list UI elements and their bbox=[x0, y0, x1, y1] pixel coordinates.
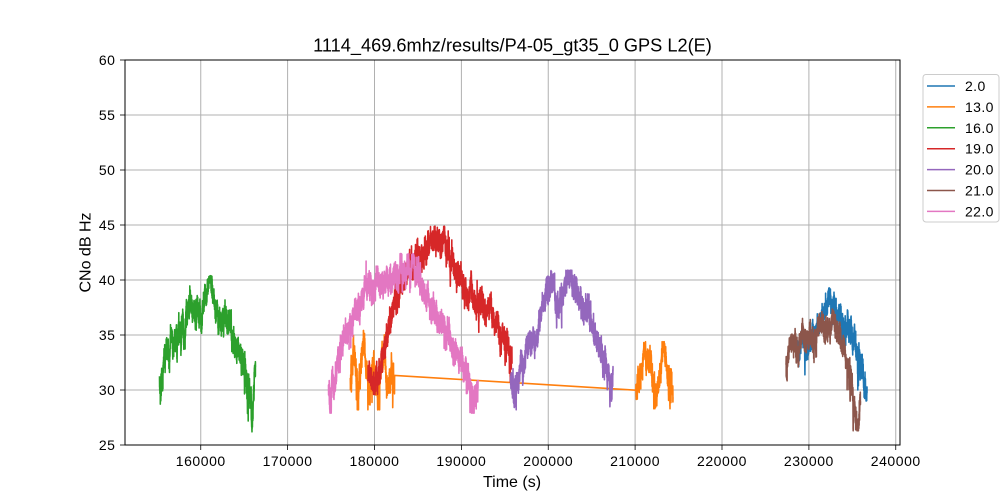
svg-text:200000: 200000 bbox=[523, 453, 573, 469]
svg-text:35: 35 bbox=[99, 327, 116, 343]
svg-text:Time (s): Time (s) bbox=[483, 474, 541, 491]
svg-text:21.0: 21.0 bbox=[965, 183, 994, 199]
svg-text:55: 55 bbox=[99, 107, 116, 123]
svg-text:50: 50 bbox=[99, 162, 116, 178]
svg-text:170000: 170000 bbox=[263, 453, 313, 469]
svg-text:22.0: 22.0 bbox=[965, 203, 994, 219]
svg-text:180000: 180000 bbox=[349, 453, 399, 469]
svg-text:CNo dB Hz: CNo dB Hz bbox=[78, 212, 95, 292]
svg-text:19.0: 19.0 bbox=[965, 141, 994, 157]
svg-text:240000: 240000 bbox=[871, 453, 921, 469]
svg-text:1114_469.6mhz/results/P4-05_gt: 1114_469.6mhz/results/P4-05_gt35_0 GPS L… bbox=[313, 36, 712, 57]
svg-text:16.0: 16.0 bbox=[965, 120, 994, 136]
svg-text:25: 25 bbox=[99, 437, 116, 453]
svg-text:2.0: 2.0 bbox=[965, 78, 986, 94]
svg-text:60: 60 bbox=[99, 52, 116, 68]
svg-text:40: 40 bbox=[99, 272, 116, 288]
svg-text:220000: 220000 bbox=[697, 453, 747, 469]
svg-text:45: 45 bbox=[99, 217, 116, 233]
svg-text:210000: 210000 bbox=[610, 453, 660, 469]
svg-text:30: 30 bbox=[99, 382, 116, 398]
svg-text:190000: 190000 bbox=[436, 453, 486, 469]
svg-text:20.0: 20.0 bbox=[965, 162, 994, 178]
svg-text:230000: 230000 bbox=[784, 453, 834, 469]
svg-text:13.0: 13.0 bbox=[965, 99, 994, 115]
svg-text:160000: 160000 bbox=[176, 453, 226, 469]
